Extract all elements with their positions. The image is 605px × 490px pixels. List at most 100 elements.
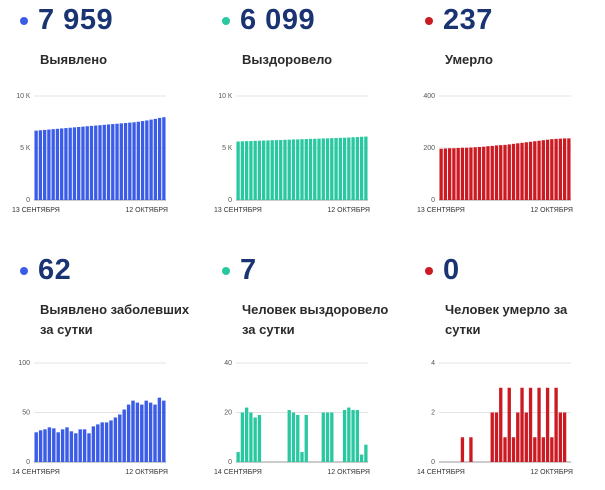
bar (132, 122, 136, 200)
bullet-icon (425, 266, 433, 275)
stat-row: 7 (222, 254, 257, 287)
bar (439, 148, 443, 200)
bar (249, 412, 253, 462)
y-tick-label: 2 (431, 410, 435, 417)
bar (482, 146, 486, 200)
bar (503, 437, 507, 462)
bar (321, 412, 325, 462)
bar (490, 412, 494, 462)
bar (325, 412, 330, 462)
bar (136, 121, 140, 200)
stat-value: 7 959 (38, 4, 114, 36)
x-start-label: 14 СЕНТЯБРЯ (12, 469, 60, 476)
bar (550, 437, 554, 462)
panel-detected-total: 7 959 Выявлено (18, 0, 208, 240)
bar (537, 387, 541, 462)
y-tick-label: 10 К (16, 93, 31, 100)
bar (562, 138, 567, 200)
chart-detected-daily: 0 50 100 14 СЕНТЯБРЯ 12 ОКТЯБРЯ (12, 360, 168, 476)
bar (94, 125, 98, 200)
bar (148, 402, 153, 462)
bar (499, 145, 503, 200)
bar (342, 137, 347, 200)
bar (60, 128, 64, 200)
bar (554, 387, 558, 462)
bar (490, 145, 494, 200)
panel-deaths-daily: 0 Человек умерло за сутки (423, 250, 605, 490)
stat-label: Умерло (445, 52, 493, 67)
stat-value: 0 (443, 254, 460, 286)
bar (144, 400, 148, 462)
bar (128, 122, 132, 200)
stat-label: Человек выздоровело за сутки (242, 302, 389, 337)
bar (149, 119, 153, 200)
bar (74, 433, 78, 462)
bar (91, 426, 96, 462)
bar (52, 428, 56, 462)
bar (503, 144, 507, 200)
bar (115, 123, 119, 200)
bar (550, 139, 554, 200)
bar (469, 437, 473, 462)
bar (262, 140, 266, 200)
bar (308, 138, 313, 200)
stat-row: 7 959 (20, 4, 113, 37)
bar (118, 414, 122, 462)
panel-recovered-daily: 7 Человек выздоровело за сутки (220, 250, 410, 490)
bar (257, 140, 262, 200)
bar (533, 141, 537, 200)
bar (524, 412, 528, 462)
y-tick-label: 5 К (222, 145, 233, 152)
bar (279, 139, 283, 200)
chart-detected-total: 0 5 К 10 К 13 СЕНТЯБРЯ 12 ОКТЯБРЯ (12, 93, 168, 214)
chart-recovered-daily: 0 20 40 14 СЕНТЯБРЯ 12 ОКТЯБРЯ (214, 360, 370, 476)
stat-label: Выявлено заболевших за сутки (40, 302, 190, 337)
bar (236, 141, 240, 200)
y-tick-label: 10 К (218, 93, 233, 100)
bar (82, 429, 87, 462)
bar (507, 144, 511, 200)
bar (236, 452, 240, 462)
bar (244, 141, 249, 200)
bar (102, 124, 106, 200)
bar (69, 431, 74, 462)
bar (507, 387, 511, 462)
bar (524, 142, 528, 200)
bar (266, 140, 270, 200)
bar (465, 147, 469, 200)
bar (516, 143, 520, 200)
bar (355, 410, 360, 462)
bar (253, 140, 257, 200)
stat-row: 237 (425, 4, 493, 37)
bar (274, 140, 279, 200)
x-start-label: 14 СЕНТЯБРЯ (417, 469, 465, 476)
bar (528, 387, 533, 462)
bar (520, 142, 524, 200)
stat-value: 62 (38, 254, 72, 286)
stat-row: 6 099 (222, 4, 315, 37)
bar (157, 117, 162, 200)
bar (541, 140, 545, 200)
x-end-label: 12 ОКТЯБРЯ (327, 207, 370, 214)
bar (469, 147, 473, 200)
bar (111, 124, 115, 200)
bar (296, 139, 300, 200)
bar (153, 118, 158, 200)
bullet-icon (20, 266, 28, 275)
bar (364, 444, 368, 462)
bar (351, 137, 355, 200)
bar (511, 437, 516, 462)
bar (494, 412, 499, 462)
bar (304, 414, 308, 462)
y-tick-label: 4 (431, 360, 435, 367)
bar (296, 414, 300, 462)
y-tick-label: 0 (228, 459, 232, 466)
bar (153, 404, 157, 462)
bar (477, 146, 482, 200)
bar (304, 139, 308, 200)
panel-detected-daily: 62 Выявлено заболевших за сутки (18, 250, 208, 490)
x-end-label: 12 ОКТЯБРЯ (125, 469, 168, 476)
bar (287, 139, 291, 200)
bar (104, 422, 109, 462)
bar (338, 137, 342, 200)
